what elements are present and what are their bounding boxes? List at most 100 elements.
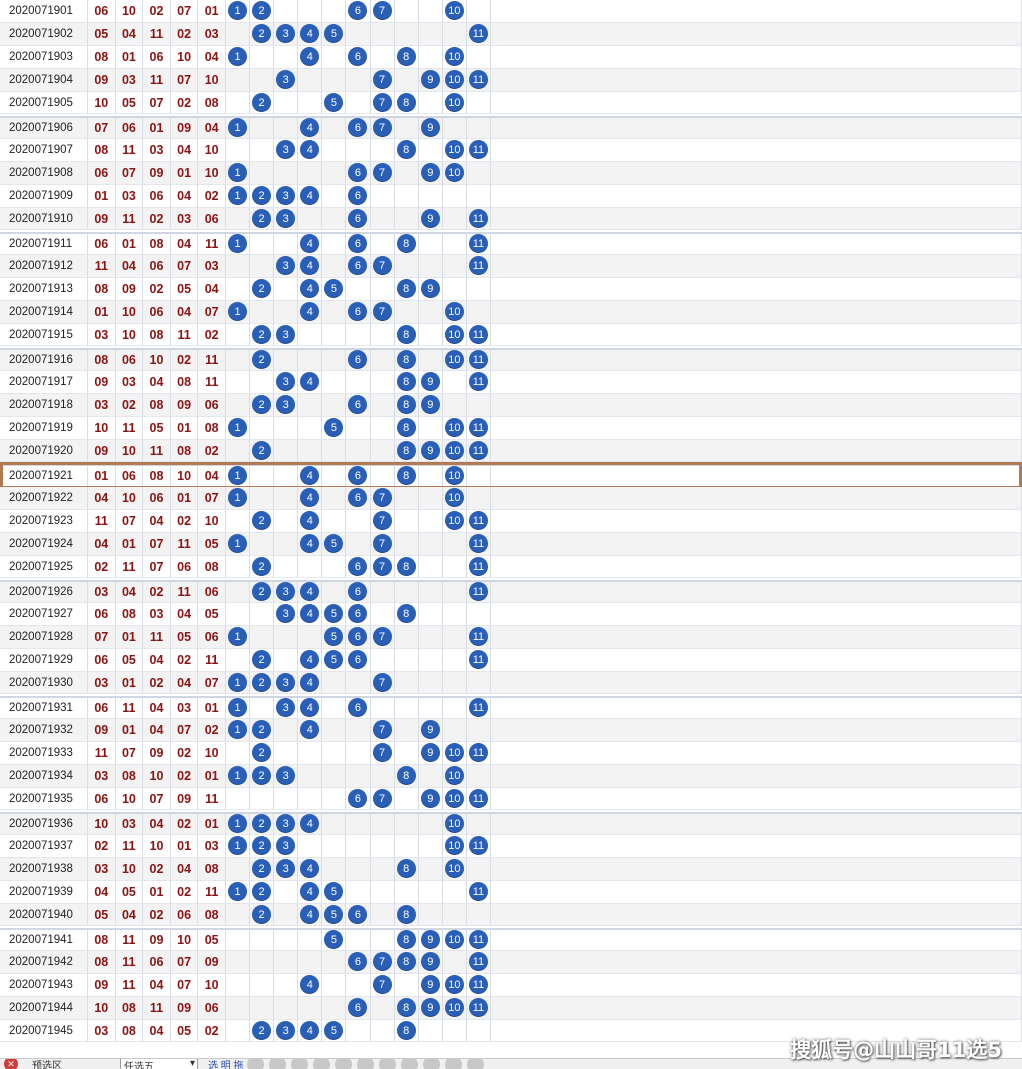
number-cell (346, 22, 371, 46)
winning-number: 06 (143, 45, 171, 69)
winning-number: 11 (88, 254, 116, 278)
winning-number: 10 (198, 138, 226, 162)
play-type-select[interactable]: 任选五 ▾ (120, 1059, 198, 1069)
drawn-ball: 1 (228, 488, 248, 508)
preselect-ball[interactable] (444, 1059, 462, 1069)
number-cell (322, 68, 347, 92)
winning-number: 05 (198, 532, 226, 556)
stats-area (491, 698, 1022, 719)
winning-number: 07 (143, 91, 171, 115)
number-cell: 6 (346, 161, 371, 185)
preselect-ball[interactable] (378, 1059, 396, 1069)
issue-number: 2020071927 (0, 602, 88, 626)
number-cell (250, 118, 275, 139)
preselect-ball[interactable] (290, 1059, 308, 1069)
preselect-ball[interactable] (422, 1059, 440, 1069)
number-cell: 3 (274, 698, 299, 719)
number-cell (298, 393, 323, 417)
number-cell: 10 (442, 741, 467, 765)
winning-number: 11 (143, 22, 171, 46)
stats-area (491, 671, 1022, 695)
stats-area (491, 138, 1022, 162)
select-link[interactable]: 选 明 拖 (208, 1061, 244, 1069)
preselect-ball[interactable] (312, 1059, 330, 1069)
number-cell (250, 45, 275, 69)
number-cell (442, 118, 467, 139)
drawn-ball: 4 (300, 256, 320, 276)
number-cell (322, 118, 347, 139)
drawn-ball: 8 (396, 930, 416, 950)
drawn-ball: 2 (252, 279, 272, 299)
winning-number: 02 (170, 22, 199, 46)
issue-number: 2020071910 (0, 207, 88, 231)
drawn-ball: 11 (468, 557, 488, 577)
stats-area (491, 207, 1022, 231)
issue-number: 2020071914 (0, 300, 88, 324)
drawn-ball: 4 (300, 234, 320, 254)
winning-number: 10 (115, 486, 144, 510)
number-cell: 8 (394, 466, 419, 487)
number-cell (274, 718, 299, 742)
number-cell (274, 625, 299, 649)
number-cell: 11 (466, 254, 491, 278)
issue-number: 2020071907 (0, 138, 88, 162)
number-cell (225, 903, 251, 927)
number-cell (466, 161, 491, 185)
number-cell (346, 439, 371, 463)
winning-number: 09 (88, 68, 116, 92)
winning-number: 11 (198, 787, 226, 811)
drawn-ball: 3 (276, 395, 296, 415)
number-cell (394, 0, 419, 23)
number-cell (442, 1019, 467, 1043)
drawn-ball: 6 (348, 395, 368, 415)
issue-number: 2020071925 (0, 555, 88, 579)
close-icon[interactable]: ✕ (4, 1059, 18, 1069)
number-cell (394, 300, 419, 324)
preselect-ball[interactable] (246, 1059, 264, 1069)
drawn-ball: 11 (468, 952, 488, 972)
preselect-ball[interactable] (356, 1059, 374, 1069)
drawn-ball: 7 (372, 511, 392, 531)
winning-number: 02 (170, 91, 199, 115)
number-cell (322, 764, 347, 788)
preselect-ball[interactable] (400, 1059, 418, 1069)
winning-number: 06 (170, 903, 199, 927)
draw-row: 2020071915 03 10 08 11 02 2 3 8 10 11 (0, 323, 1022, 347)
number-cell (394, 486, 419, 510)
winning-number: 04 (115, 254, 144, 278)
drawn-ball: 6 (348, 557, 368, 577)
number-cell (274, 555, 299, 579)
number-cell (225, 277, 251, 301)
stats-area (491, 857, 1022, 881)
number-cell: 7 (370, 671, 395, 695)
winning-number: 06 (88, 234, 116, 255)
winning-number: 08 (198, 903, 226, 927)
number-cell (250, 416, 275, 440)
drawn-ball: 4 (300, 582, 320, 602)
issue-number: 2020071930 (0, 671, 88, 695)
drawn-ball: 9 (420, 70, 440, 90)
number-cell: 3 (274, 764, 299, 788)
number-cell: 8 (394, 857, 419, 881)
winning-number: 08 (198, 555, 226, 579)
winning-number: 08 (143, 234, 171, 255)
drawn-ball: 11 (468, 743, 488, 763)
preselect-ball[interactable] (268, 1059, 286, 1069)
preselect-ball[interactable] (466, 1059, 484, 1069)
number-cell (274, 161, 299, 185)
winning-number: 01 (170, 486, 199, 510)
winning-number: 01 (198, 814, 226, 835)
winning-number: 05 (115, 91, 144, 115)
drawn-ball: 2 (252, 1, 272, 21)
stats-area (491, 509, 1022, 533)
number-cell (418, 91, 443, 115)
number-cell: 8 (394, 950, 419, 974)
draw-row: 2020071906 07 06 01 09 04 1 4 6 7 9 (0, 116, 1022, 139)
preselect-ball[interactable] (334, 1059, 352, 1069)
number-cell: 1 (225, 486, 251, 510)
number-cell: 7 (370, 532, 395, 556)
number-cell: 1 (225, 880, 251, 904)
winning-number: 10 (143, 350, 171, 371)
number-cell (322, 254, 347, 278)
number-cell: 4 (298, 45, 323, 69)
